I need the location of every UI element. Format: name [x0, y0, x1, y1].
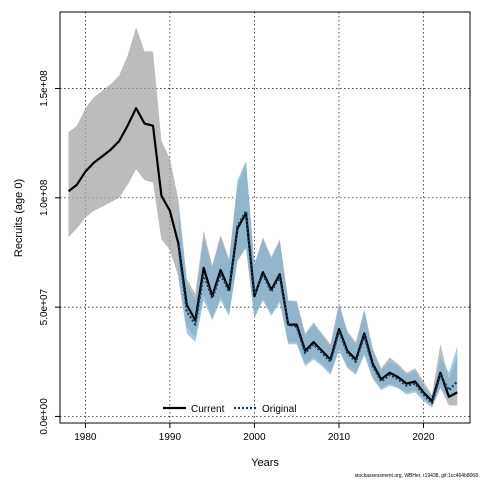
- line-current: [67, 107, 458, 403]
- x-axis-title: Years: [251, 457, 279, 469]
- x-tick-label: 2000: [243, 432, 266, 443]
- y-tick-label: 5.0e+07: [39, 288, 50, 325]
- band-original: [178, 160, 458, 408]
- series-lines: [67, 107, 459, 405]
- line-original: [177, 209, 459, 405]
- y-axis-title: Recruits (age 0): [13, 179, 25, 257]
- y-tick-label: 1.0e+08: [39, 179, 50, 216]
- y-tick-label: 1.5e+08: [39, 70, 50, 107]
- x-tick-label: 2020: [412, 432, 435, 443]
- y-axis: 0.0e+00 5.0e+07 1.0e+08 1.5e+08: [39, 70, 60, 435]
- legend-label-original: Original: [262, 404, 296, 415]
- plot-frame: [59, 11, 471, 424]
- y-tick-label: 0.0e+00: [39, 398, 50, 435]
- band-current: [68, 27, 458, 406]
- watermark: stockassessment.org, WBHer, r19438, git:…: [355, 473, 479, 479]
- x-axis: 1980 1990 2000 2010 2020: [74, 423, 435, 443]
- legend-label-current: Current: [191, 404, 225, 415]
- legend: Current Original: [163, 404, 296, 415]
- x-tick-label: 1980: [74, 432, 97, 443]
- confidence-bands: [68, 27, 458, 408]
- x-tick-label: 1990: [159, 432, 182, 443]
- x-tick-label: 2010: [328, 432, 351, 443]
